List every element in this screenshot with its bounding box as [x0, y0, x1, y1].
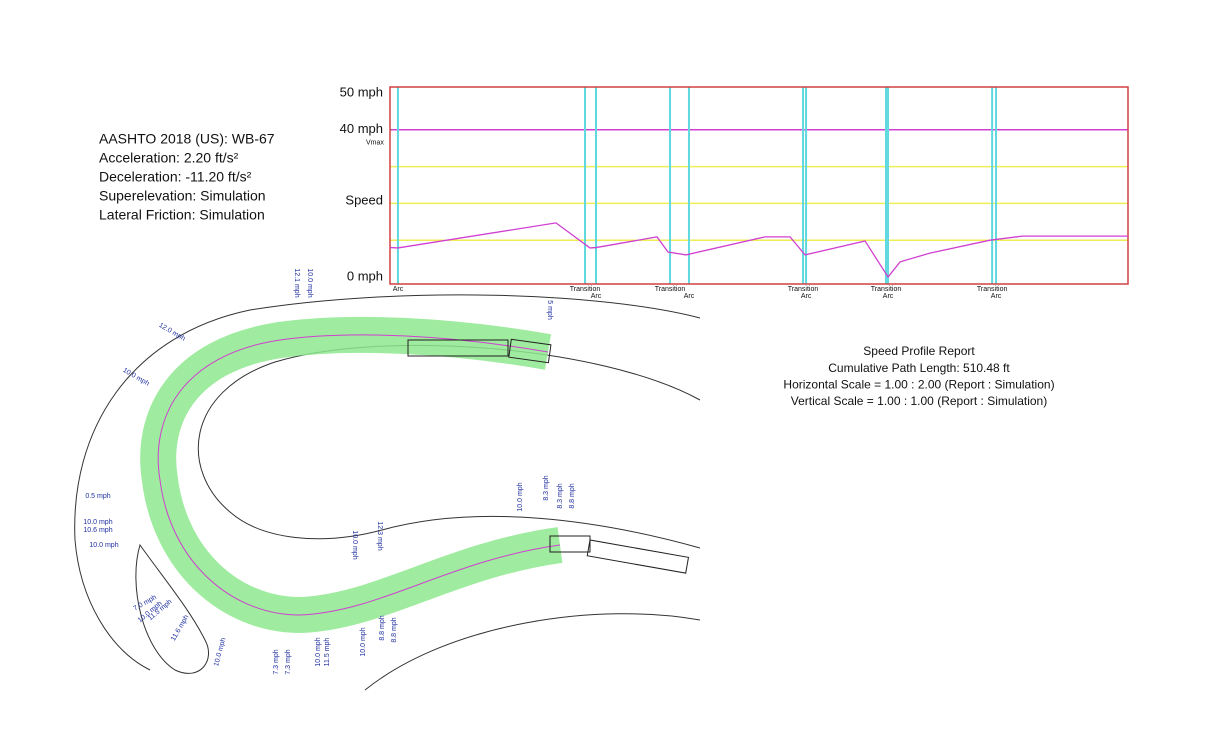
segment-label: Transition — [570, 286, 601, 293]
speed-profile — [389, 222, 1128, 279]
segment-label: Arc — [591, 293, 602, 300]
segment-label: Arc — [801, 293, 812, 300]
info-line: Superelevation: Simulation — [99, 188, 266, 204]
report-line: Vertical Scale = 1.00 : 1.00 (Report : S… — [791, 394, 1047, 408]
segment-label: Transition — [788, 286, 819, 293]
speed-label: 11.6 mph — [170, 614, 190, 642]
speed-label: 5 mph — [546, 300, 553, 320]
speed-label: 10.0 mph — [89, 542, 118, 549]
report: Speed Profile Report Cumulative Path Leng… — [783, 344, 1054, 408]
tractor — [549, 535, 591, 553]
island — [135, 543, 210, 674]
trailer — [586, 539, 690, 574]
y-tick-label: 50 mph — [340, 84, 383, 99]
vehicles — [407, 338, 690, 574]
speed-label: 8.3 mph — [557, 483, 564, 508]
speed-label: 8.8 mph — [379, 615, 386, 640]
speed-label: 10.0 mph — [351, 530, 358, 559]
info-line: Deceleration: -11.20 ft/s² — [99, 169, 252, 185]
y-tick-label: 0 mph — [347, 268, 383, 283]
report-line: Horizontal Scale = 1.00 : 2.00 (Report :… — [783, 378, 1054, 392]
speed-label: 10.6 mph — [83, 527, 112, 534]
chart-frame — [389, 86, 1129, 285]
segment-label: Transition — [655, 286, 686, 293]
swept-path — [140, 316, 563, 634]
speed-label: 10.0 mph — [83, 519, 112, 526]
road-edge — [197, 344, 701, 549]
path-centerline — [157, 334, 561, 616]
report-line: Cumulative Path Length: 510.48 ft — [828, 361, 1010, 375]
speed-label: 10.0 mph — [213, 637, 227, 667]
segment-label: Transition — [871, 286, 902, 293]
speed-label: 7.3 mph — [285, 649, 292, 674]
speed-label: 12.1 mph — [293, 268, 300, 297]
trailer — [407, 339, 509, 357]
speed-label: 8.8 mph — [391, 617, 398, 642]
segment-label: Arc — [393, 286, 404, 293]
vehicle-info: AASHTO 2018 (US): WB-67 Acceleration: 2.2… — [99, 131, 275, 223]
info-line: AASHTO 2018 (US): WB-67 — [99, 131, 275, 147]
road-edge — [74, 294, 701, 671]
speed-label: 10.0 mph — [121, 367, 150, 388]
segment-label: Arc — [991, 293, 1002, 300]
segment-label: Arc — [883, 293, 894, 300]
road-edge — [364, 613, 701, 691]
speed-label: 10.0 mph — [360, 627, 367, 656]
y-tick-label: 40 mph — [340, 121, 383, 136]
speed-label: 8.8 mph — [569, 483, 576, 508]
y-title: Speed — [345, 192, 383, 207]
speed-label: 10.0 mph — [315, 637, 322, 666]
info-line: Acceleration: 2.20 ft/s² — [99, 150, 239, 166]
speed-label: 0.5 mph — [85, 493, 110, 500]
speed-label: 12.3 mph — [376, 521, 383, 550]
segment-label: Transition — [977, 286, 1008, 293]
tractor — [508, 338, 552, 364]
vmax-label: Vmax — [366, 140, 384, 147]
speed-label: 12.0 mph — [157, 322, 186, 343]
speed-label: 10.0 mph — [306, 268, 313, 297]
report-title: Speed Profile Report — [863, 344, 975, 358]
info-line: Lateral Friction: Simulation — [99, 207, 265, 223]
speed-label: 7.3 mph — [273, 649, 280, 674]
segment-label: Arc — [684, 293, 695, 300]
speed-label: 10.0 mph — [517, 482, 524, 511]
speed-label: 11.5 mph — [324, 638, 331, 667]
speed-label: 8.3 mph — [543, 475, 550, 500]
